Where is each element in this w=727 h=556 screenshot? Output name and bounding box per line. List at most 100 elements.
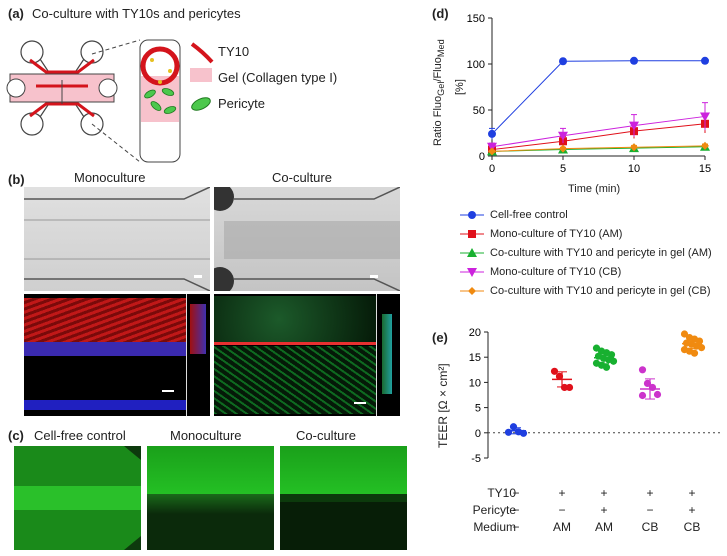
treatment-cell: + xyxy=(688,486,696,500)
d-legend-label: Co-culture with TY10 and pericyte in gel… xyxy=(490,285,711,297)
d-legend-entry: Mono-culture of TY10 (CB) xyxy=(460,266,621,278)
d-data-point xyxy=(488,129,496,138)
d-data-point xyxy=(488,147,496,156)
d-ytick-label: 50 xyxy=(473,105,485,117)
e-data-point xyxy=(697,344,706,352)
ty10-legend-icon xyxy=(190,42,214,64)
e-ylabel: TEER [Ω × cm²] xyxy=(436,363,450,448)
d-ytick-label: 100 xyxy=(467,59,485,71)
chip-schematic xyxy=(6,39,214,163)
d-legend-marker xyxy=(460,268,484,277)
d-legend-entry: Co-culture with TY10 and pericyte in gel… xyxy=(460,247,712,259)
e-ytick-label: 15 xyxy=(469,352,481,364)
e-data-point xyxy=(609,357,618,365)
d-xtick-label: 10 xyxy=(628,163,640,175)
d-legend-entry: Cell-free control xyxy=(460,209,568,221)
e-data-point xyxy=(565,383,574,392)
d-legend-label: Cell-free control xyxy=(490,209,568,221)
treatment-cell: − xyxy=(558,503,566,517)
d-xtick-label: 15 xyxy=(699,163,711,175)
gel-legend-icon xyxy=(190,68,212,82)
e-data-point xyxy=(680,330,689,338)
d-data-point xyxy=(487,142,497,152)
d-data-point xyxy=(558,131,568,141)
treatment-cell: + xyxy=(646,486,654,500)
legend-pericyte: Pericyte xyxy=(218,96,265,111)
d-legend-point xyxy=(468,287,476,295)
treatment-cell: − xyxy=(512,486,520,500)
teer-scatter-chart: -5 0 5 10 15 20 xyxy=(469,327,720,462)
d-legend-entry: Mono-culture of TY10 (AM) xyxy=(460,228,622,240)
e-data-point xyxy=(555,372,564,380)
e-data-point xyxy=(550,367,559,375)
d-legend-marker xyxy=(460,230,484,238)
e-data-point xyxy=(560,383,569,392)
panel-a-title: Co-culture with TY10s and pericytes xyxy=(32,6,241,21)
c-title-mono: Monoculture xyxy=(170,428,242,443)
treatment-cell: − xyxy=(512,503,520,517)
d-legend-label: Mono-culture of TY10 (CB) xyxy=(490,266,622,278)
e-ytick-label: 20 xyxy=(469,327,481,339)
panel-e-label: (e) xyxy=(432,330,448,345)
panel-a-label: (a) xyxy=(8,6,24,21)
treatment-cell: CB xyxy=(641,520,659,534)
cellfree-fluorescence-image xyxy=(14,446,141,550)
legend-ty10: TY10 xyxy=(218,44,250,59)
permeability-line-chart: 0 50 100 150 0 5 10 15 xyxy=(467,13,711,175)
d-xtick-label: 5 xyxy=(560,163,566,175)
treatment-cell: + xyxy=(600,486,608,500)
panel-b-label: (b) xyxy=(8,172,25,187)
row-label-medium: Medium xyxy=(473,520,516,534)
d-yunit: [%] xyxy=(454,79,466,95)
d-legend-point xyxy=(468,211,476,219)
d-legend-label: Co-culture with TY10 and pericyte in gel… xyxy=(490,247,712,259)
d-legend-point xyxy=(467,268,477,277)
treatment-cell: − xyxy=(646,503,654,517)
monoculture-title: Monoculture xyxy=(74,170,146,185)
d-xlabel: Time (min) xyxy=(568,183,621,195)
treatment-cell: AM xyxy=(553,520,571,534)
treatment-cell: + xyxy=(558,486,566,500)
panel-d-label: (d) xyxy=(432,6,449,21)
d-legend-point xyxy=(468,230,476,238)
e-data-point xyxy=(504,428,513,436)
d-data-point xyxy=(700,112,710,122)
mono-brightfield-image xyxy=(24,187,210,291)
e-data-point xyxy=(638,366,647,374)
e-data-point xyxy=(638,391,647,400)
co-dye-image xyxy=(280,446,407,550)
e-data-point xyxy=(602,363,611,371)
treatment-cell: + xyxy=(688,503,696,517)
d-ylabel: Ratio FluoGel/FluoMed xyxy=(432,39,447,146)
e-data-point xyxy=(653,390,662,399)
e-ytick-label: 0 xyxy=(475,428,481,440)
treatment-cell: AM xyxy=(595,520,613,534)
d-legend-label: Mono-culture of TY10 (AM) xyxy=(490,228,623,240)
d-data-point xyxy=(559,57,567,66)
e-data-point xyxy=(690,349,699,357)
mono-fluorescence-image xyxy=(24,294,210,416)
d-data-point xyxy=(630,143,638,152)
d-data-point xyxy=(701,56,709,65)
d-series-line xyxy=(491,123,706,151)
d-series-line xyxy=(491,60,705,135)
d-ytick-label: 150 xyxy=(467,13,485,25)
mono-dye-image xyxy=(147,446,274,550)
e-data-point xyxy=(643,379,652,388)
d-xtick-label: 0 xyxy=(489,163,495,175)
d-legend-entry: Co-culture with TY10 and pericyte in gel… xyxy=(460,285,711,297)
d-legend-marker xyxy=(460,211,484,219)
d-legend-marker xyxy=(460,248,484,257)
treatment-cell: − xyxy=(512,520,520,534)
d-ytick-label: 0 xyxy=(479,151,485,163)
c-title-cellfree: Cell-free control xyxy=(34,428,126,443)
panel-c-label: (c) xyxy=(8,428,24,443)
co-fluorescence-image xyxy=(214,294,400,416)
d-data-point xyxy=(701,141,709,150)
pericyte-legend-icon xyxy=(191,97,211,111)
treatment-cell: CB xyxy=(683,520,701,534)
d-legend-marker xyxy=(460,287,484,295)
d-data-point xyxy=(559,144,567,153)
d-data-point xyxy=(630,56,638,65)
d-series-line xyxy=(491,145,706,152)
